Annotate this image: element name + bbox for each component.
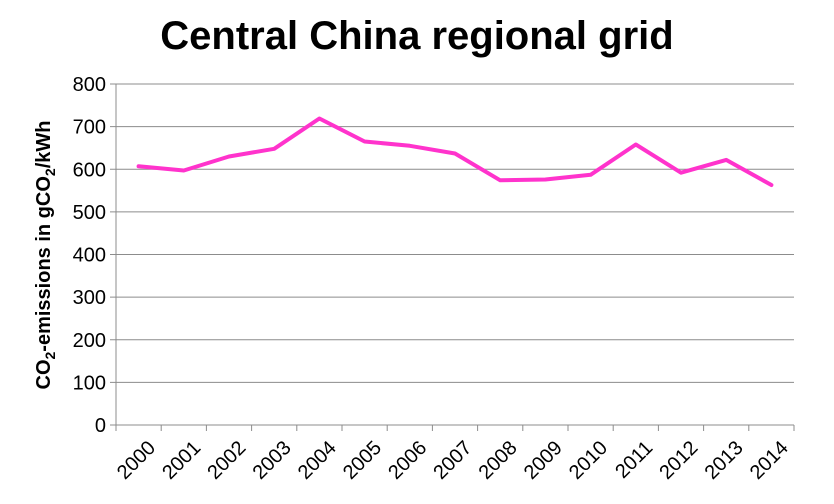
x-tick-label: 2001 <box>158 437 205 484</box>
x-tick-label: 2004 <box>294 437 341 484</box>
x-tick-label: 2013 <box>701 437 748 484</box>
y-tick-label: 400 <box>73 245 106 267</box>
x-tick-label: 2007 <box>429 437 476 484</box>
x-tick-label: 2012 <box>655 437 702 484</box>
y-axis-label: CO2-emissions in gCO2/kWh <box>33 121 58 390</box>
x-tick-label: 2003 <box>249 437 296 484</box>
y-tick-label: 600 <box>73 159 106 181</box>
axes <box>110 83 795 431</box>
x-tick-label: 2002 <box>203 437 250 484</box>
series-layer <box>136 116 774 187</box>
chart-title: Central China regional grid <box>160 14 674 58</box>
y-tick-label: 700 <box>73 117 106 139</box>
x-tick-label: 2011 <box>611 437 657 483</box>
series-line <box>136 116 774 187</box>
x-tick-label: 2008 <box>475 437 522 484</box>
x-tick-label: 2006 <box>384 437 431 484</box>
y-tick-label: 300 <box>73 287 106 309</box>
y-tick-label: 800 <box>73 74 106 96</box>
x-tick-label: 2014 <box>746 437 793 484</box>
y-tick-label: 100 <box>73 372 106 394</box>
gridlines <box>116 83 794 383</box>
x-tick-labels: 2000200120022003200420052006200720082009… <box>113 437 793 484</box>
y-tick-label: 200 <box>73 330 106 352</box>
y-tick-label: 0 <box>95 415 106 437</box>
y-tick-labels: 0 100 200 300 400 500 600 700 800 <box>73 74 106 437</box>
x-tick-label: 2000 <box>113 437 160 484</box>
x-tick-label: 2005 <box>339 437 386 484</box>
y-tick-label: 500 <box>73 202 106 224</box>
x-tick-label: 2010 <box>565 437 612 484</box>
x-tick-label: 2009 <box>520 437 567 484</box>
